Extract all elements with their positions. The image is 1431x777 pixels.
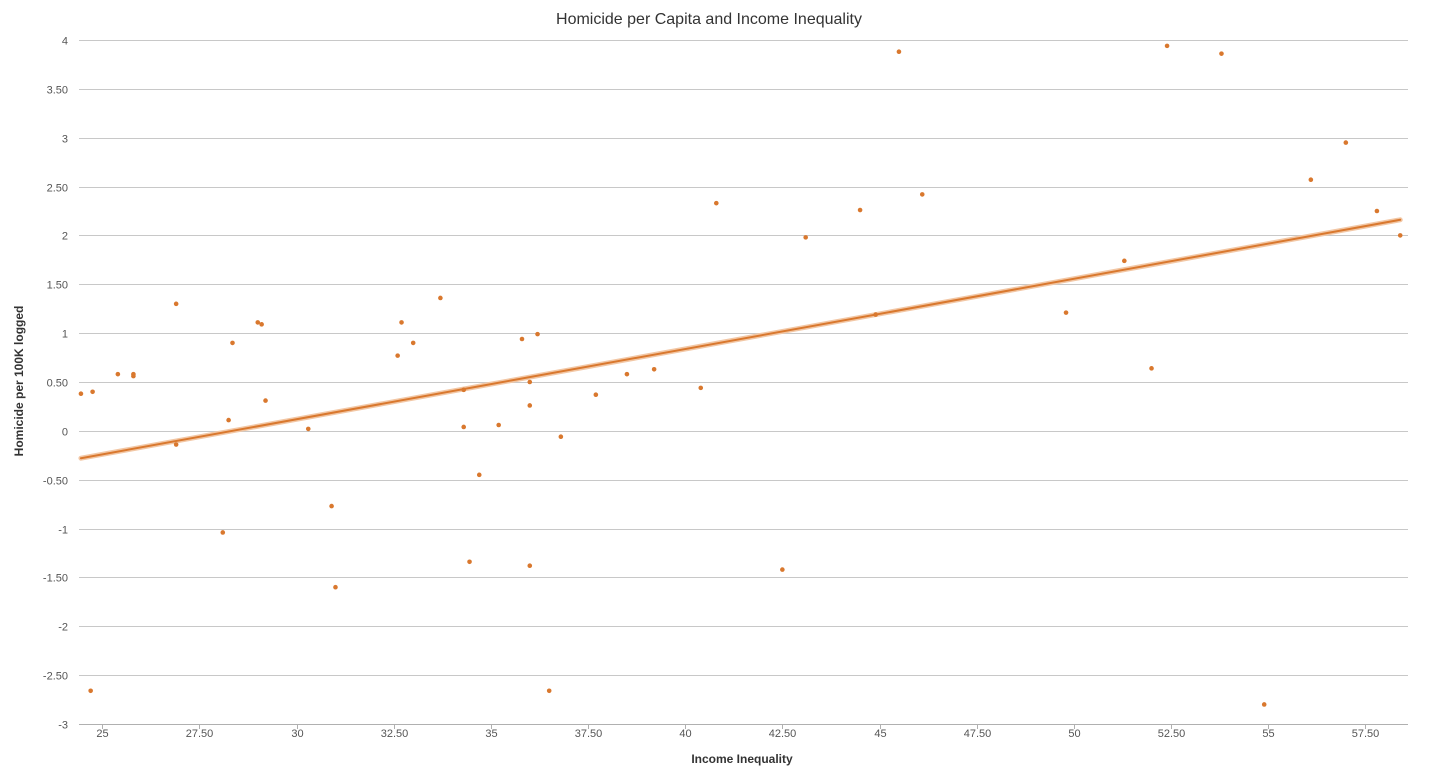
scatter-point	[90, 389, 95, 395]
x-tick-label: 35	[485, 728, 497, 740]
y-tick-label: 3	[62, 134, 68, 146]
scatter-point	[230, 340, 235, 346]
scatter-point	[476, 472, 482, 478]
scatter-point	[546, 688, 552, 694]
chart-title: Homicide per Capita and Income Inequalit…	[556, 11, 862, 28]
scatter-point	[527, 403, 533, 408]
y-tick-label: 1	[62, 329, 68, 341]
y-tick-label: 1.50	[47, 280, 68, 292]
scatter-point	[1219, 51, 1224, 56]
trendline	[79, 218, 1402, 460]
scatter-point	[593, 392, 599, 398]
axes	[79, 724, 1408, 729]
scatter-point	[919, 192, 925, 197]
scatter-point	[1122, 258, 1127, 264]
scatter-point	[1343, 140, 1349, 145]
x-tick-label: 55	[1262, 728, 1274, 740]
scatter-point	[803, 235, 808, 240]
scatter-point	[461, 387, 467, 393]
scatter-point	[263, 398, 268, 403]
scatter-point	[857, 207, 863, 213]
scatter-point	[461, 424, 467, 430]
scatter-point	[410, 340, 416, 346]
y-tick-label: -3	[58, 720, 68, 732]
y-tick-label: 2	[62, 231, 68, 243]
x-tick-label: 52.50	[1158, 728, 1186, 740]
scatter-point	[519, 336, 525, 342]
scatter-point	[1261, 702, 1267, 707]
y-tick-label: -1	[58, 525, 68, 537]
y-tick-label: 4	[62, 36, 68, 48]
scatter-point	[305, 426, 311, 432]
scatter-point	[329, 503, 334, 509]
scatter-point	[333, 584, 338, 590]
scatter-point	[88, 688, 93, 694]
scatter-point	[173, 301, 179, 307]
scatter-point	[226, 417, 231, 423]
y-tick-label: 0.50	[47, 378, 68, 390]
y-axis-title: Homicide per 100K logged	[12, 306, 26, 457]
x-tick-label: 47.50	[964, 728, 992, 740]
scatter-point	[651, 366, 657, 372]
scatter-point	[438, 295, 443, 301]
scatter-point	[399, 320, 404, 325]
scatter-point	[713, 200, 719, 206]
scatter-point	[131, 373, 136, 379]
scatter-point	[1149, 366, 1154, 371]
scatter-point	[1397, 233, 1403, 238]
scatter-point	[624, 371, 630, 377]
x-tick-label: 50	[1068, 728, 1080, 740]
scatter-point	[115, 371, 121, 377]
scatter-point	[1063, 310, 1069, 315]
scatter-point	[535, 331, 540, 337]
y-tick-label: -2	[58, 622, 68, 634]
y-tick-label: 3.50	[47, 85, 68, 97]
y-tick-label: -2.50	[43, 671, 68, 683]
scatter-point	[527, 379, 533, 385]
grid-lines	[79, 40, 1408, 725]
y-tick-label: -1.50	[43, 573, 68, 585]
x-tick-label: 45	[874, 728, 886, 740]
y-axis-tick-labels: 4 3.50 3 2.50 2 1.50 1 0.50 0 -0.50 -1 -1.50 -2 -2.50…	[43, 36, 68, 732]
x-axis-tick-labels: 25 27.50 30 32.50 35 37.50 40 42.50 45 47.50 50 52.…	[96, 728, 1379, 740]
y-tick-label: 2.50	[47, 183, 68, 195]
scatter-point	[873, 312, 878, 317]
trendline-group	[78, 217, 1403, 461]
scatter-point	[173, 442, 179, 447]
scatter-point	[698, 385, 704, 391]
x-tick-label: 25	[96, 728, 108, 740]
x-axis-title: Income Inequality	[691, 752, 793, 766]
scatter-point	[395, 353, 400, 358]
scatter-point	[259, 322, 264, 327]
x-tick-label: 37.50	[575, 728, 603, 740]
data-points	[78, 43, 1403, 707]
y-tick-label: -0.50	[43, 476, 68, 488]
scatter-point	[1374, 208, 1380, 214]
scatter-point	[467, 559, 472, 565]
scatter-point	[1164, 43, 1170, 49]
y-tick-label: 0	[62, 427, 68, 439]
x-tick-label: 30	[291, 728, 303, 740]
scatter-point	[1308, 177, 1314, 183]
x-tick-label: 32.50	[381, 728, 409, 740]
scatter-point	[896, 49, 902, 55]
scatter-point	[780, 567, 785, 572]
scatter-point	[78, 391, 84, 397]
x-tick-label: 57.50	[1352, 728, 1380, 740]
scatter-point	[527, 563, 533, 569]
x-tick-label: 27.50	[186, 728, 214, 740]
scatter-point	[558, 434, 564, 440]
scatter-point	[496, 422, 501, 428]
x-tick-label: 42.50	[769, 728, 797, 740]
x-tick-label: 40	[679, 728, 691, 740]
scatter-point	[255, 320, 261, 325]
scatter-point	[220, 530, 226, 535]
